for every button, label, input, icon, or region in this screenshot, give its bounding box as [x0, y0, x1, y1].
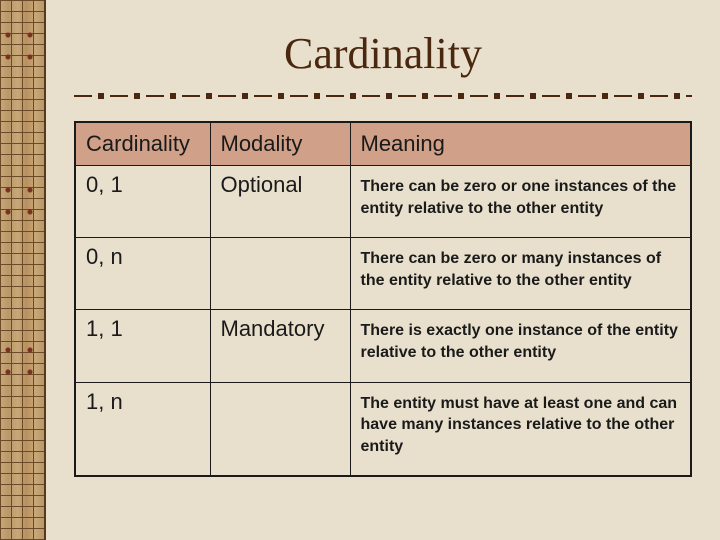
col-meaning: Meaning [350, 122, 691, 166]
cell-cardinality: 0, n [75, 238, 210, 310]
cell-meaning: There is exactly one instance of the ent… [350, 310, 691, 382]
decorative-left-border [0, 0, 46, 540]
cell-modality: Mandatory [210, 310, 350, 382]
cell-meaning: There can be zero or one instances of th… [350, 166, 691, 238]
slide-content: Cardinality Cardinality Modality Meaning… [46, 0, 720, 540]
cell-meaning: There can be zero or many instances of t… [350, 238, 691, 310]
cell-modality: Optional [210, 166, 350, 238]
cell-cardinality: 1, n [75, 382, 210, 476]
cell-cardinality: 1, 1 [75, 310, 210, 382]
table-row: 0, n There can be zero or many instances… [75, 238, 691, 310]
table-row: 0, 1 Optional There can be zero or one i… [75, 166, 691, 238]
cell-modality [210, 382, 350, 476]
cell-modality [210, 238, 350, 310]
title-divider [74, 93, 692, 99]
cell-cardinality: 0, 1 [75, 166, 210, 238]
table-row: 1, 1 Mandatory There is exactly one inst… [75, 310, 691, 382]
col-modality: Modality [210, 122, 350, 166]
col-cardinality: Cardinality [75, 122, 210, 166]
cardinality-table: Cardinality Modality Meaning 0, 1 Option… [74, 121, 692, 477]
cell-meaning: The entity must have at least one and ca… [350, 382, 691, 476]
table-header-row: Cardinality Modality Meaning [75, 122, 691, 166]
table-row: 1, n The entity must have at least one a… [75, 382, 691, 476]
slide-title: Cardinality [74, 28, 692, 79]
